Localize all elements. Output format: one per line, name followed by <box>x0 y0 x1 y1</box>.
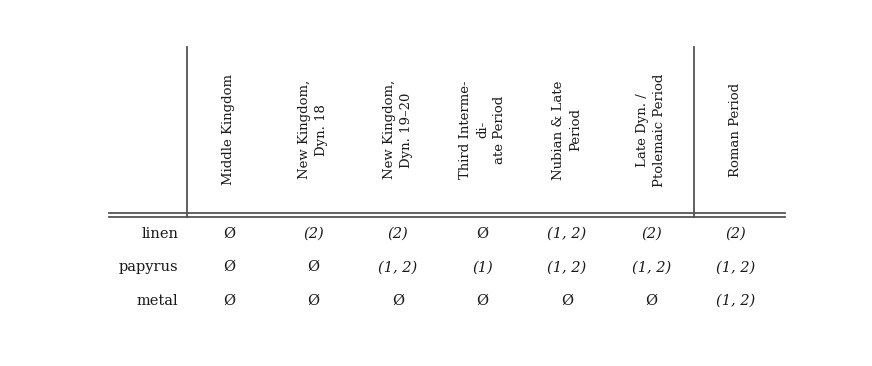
Text: (1, 2): (1, 2) <box>378 260 418 274</box>
Text: Ø: Ø <box>476 294 488 307</box>
Text: Middle Kingdom: Middle Kingdom <box>222 74 235 185</box>
Text: Roman Period: Roman Period <box>729 83 742 177</box>
Text: (2): (2) <box>303 227 324 241</box>
Text: (1, 2): (1, 2) <box>631 260 671 274</box>
Text: Ø: Ø <box>561 294 573 307</box>
Text: Ø: Ø <box>307 260 319 274</box>
Text: (2): (2) <box>387 227 408 241</box>
Text: (1, 2): (1, 2) <box>716 260 755 274</box>
Text: (2): (2) <box>641 227 662 241</box>
Text: Ø: Ø <box>476 227 488 241</box>
Text: Ø: Ø <box>223 260 235 274</box>
Text: New Kingdom,
Dyn. 18: New Kingdom, Dyn. 18 <box>298 80 329 179</box>
Text: papyrus: papyrus <box>119 260 179 274</box>
Text: Late Dyn. /
Ptolemaic Period: Late Dyn. / Ptolemaic Period <box>637 73 666 187</box>
Text: New Kingdom,
Dyn. 19–20: New Kingdom, Dyn. 19–20 <box>383 80 413 179</box>
Text: linen: linen <box>141 227 179 241</box>
Text: Ø: Ø <box>392 294 404 307</box>
Text: (1, 2): (1, 2) <box>716 294 755 307</box>
Text: Ø: Ø <box>645 294 657 307</box>
Text: Nubian & Late
Period: Nubian & Late Period <box>552 80 582 180</box>
Text: metal: metal <box>137 294 179 307</box>
Text: Ø: Ø <box>223 294 235 307</box>
Text: (1, 2): (1, 2) <box>548 260 587 274</box>
Text: (1): (1) <box>472 260 493 274</box>
Text: (2): (2) <box>726 227 746 241</box>
Text: Third Interme-
di-
ate Period: Third Interme- di- ate Period <box>459 81 506 179</box>
Text: Ø: Ø <box>223 227 235 241</box>
Text: Ø: Ø <box>307 294 319 307</box>
Text: (1, 2): (1, 2) <box>548 227 587 241</box>
